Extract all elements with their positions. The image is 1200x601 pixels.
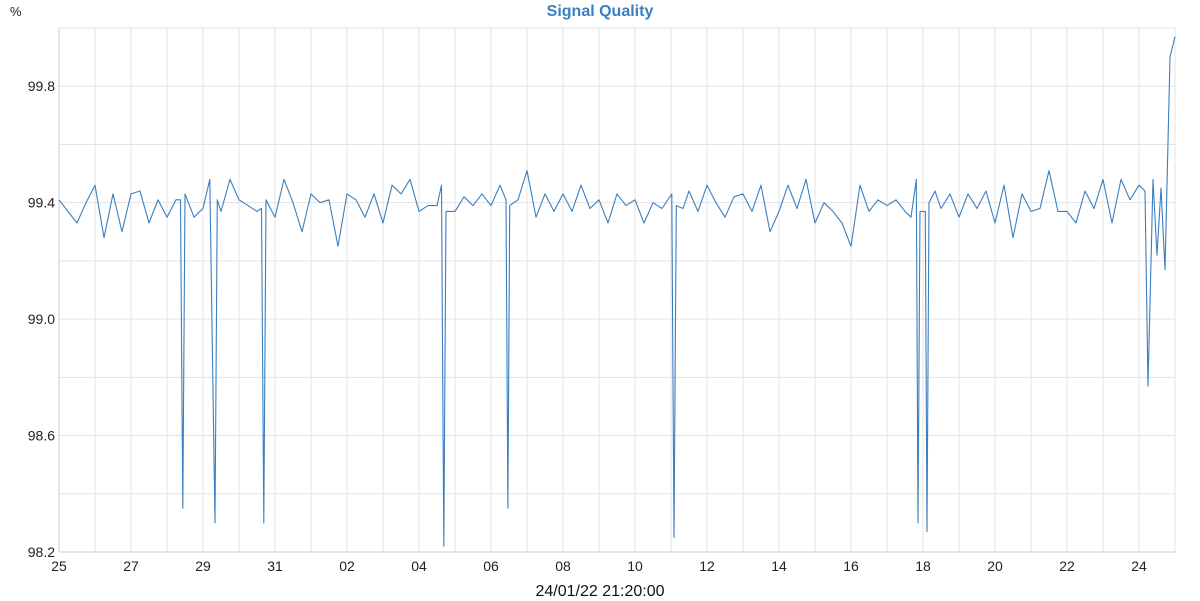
x-tick-label: 25	[51, 558, 67, 574]
y-tick-label: 98.2	[28, 544, 55, 560]
x-tick-label: 08	[555, 558, 571, 574]
y-tick-label: 98.6	[28, 428, 55, 444]
x-tick-label: 29	[195, 558, 211, 574]
x-tick-label: 10	[627, 558, 643, 574]
y-tick-label: 99.0	[28, 311, 55, 327]
x-tick-label: 27	[123, 558, 139, 574]
signal-quality-line	[58, 36, 1176, 547]
x-axis-label: 24/01/22 21:20:00	[535, 583, 665, 600]
x-tick-label: 31	[267, 558, 283, 574]
x-tick-label: 14	[771, 558, 787, 574]
y-tick-label: 99.4	[28, 195, 55, 211]
x-tick-label: 02	[339, 558, 355, 574]
x-tick-label: 04	[411, 558, 427, 574]
x-tick-label: 06	[483, 558, 499, 574]
y-tick-label: 99.8	[28, 78, 55, 94]
chart-title: Signal Quality	[546, 3, 654, 20]
x-tick-label: 24	[1131, 558, 1147, 574]
x-tick-label: 22	[1059, 558, 1075, 574]
x-tick-label: 12	[699, 558, 715, 574]
x-tick-label: 16	[843, 558, 859, 574]
x-tick-label: 18	[915, 558, 931, 574]
x-tick-label: 20	[987, 558, 1003, 574]
y-axis-unit: %	[10, 4, 22, 19]
